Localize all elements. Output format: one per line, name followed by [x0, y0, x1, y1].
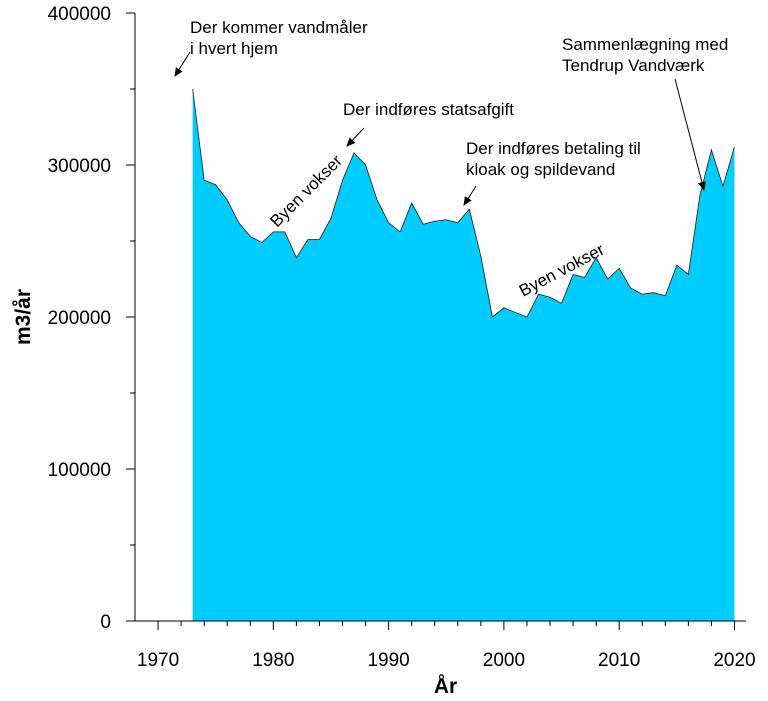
- annotation-line: Der indføres statsafgift: [343, 100, 514, 119]
- annotation-arrow: [346, 127, 365, 147]
- y-tick-label: 100000: [48, 460, 111, 481]
- annotation-line: Tendrup Vandværk: [562, 56, 705, 75]
- x-tick-label: 2020: [713, 650, 755, 671]
- annotation-text: Der indføres betaling til kloak og spilde…: [466, 139, 641, 179]
- annotation-text: Der indføres statsafgift: [343, 100, 514, 119]
- annotation-0: Der kommer vandmåler i hvert hjem: [174, 18, 368, 77]
- y-axis-title: m3/år: [12, 289, 35, 345]
- annotation-2: Der indføres betaling til kloak og spilde…: [463, 139, 641, 206]
- annotation-arrow: [674, 78, 706, 191]
- area-series-outline-0: [192, 88, 735, 318]
- annotation-3: Sammenlægning med Tendrup Vandværk: [562, 35, 728, 191]
- annotation-arrow: [174, 51, 191, 77]
- area-layer: [192, 88, 735, 621]
- area-series-0: [192, 89, 735, 621]
- y-tick-label: 400000: [48, 4, 111, 25]
- annotation-text: Der kommer vandmåler i hvert hjem: [190, 18, 368, 58]
- x-tick-label: 1980: [252, 650, 294, 671]
- annotation-line: i hvert hjem: [190, 39, 278, 58]
- annotation-line: Sammenlægning med: [562, 35, 728, 54]
- x-tick-label: 1970: [137, 650, 179, 671]
- annotation-line: Der indføres betaling til: [466, 139, 641, 158]
- annotation-arrow: [463, 185, 477, 206]
- x-tick-label: 1990: [367, 650, 409, 671]
- x-tick-label: 2000: [483, 650, 525, 671]
- y-tick-label: 300000: [48, 156, 111, 177]
- annotation-1: Der indføres statsafgift: [343, 100, 514, 147]
- y-tick-label: 0: [100, 612, 111, 633]
- y-tick-label: 200000: [48, 308, 111, 329]
- annotation-line: Der kommer vandmåler: [190, 18, 368, 37]
- axes-layer: 0 100000 200000 300000 400000 1970 1980 1990 200…: [48, 4, 756, 671]
- x-tick-label: 2010: [598, 650, 640, 671]
- x-axis-title: År: [434, 674, 457, 698]
- annotation-text: Sammenlægning med Tendrup Vandværk: [562, 35, 728, 75]
- annotation-line: kloak og spildevand: [466, 160, 615, 179]
